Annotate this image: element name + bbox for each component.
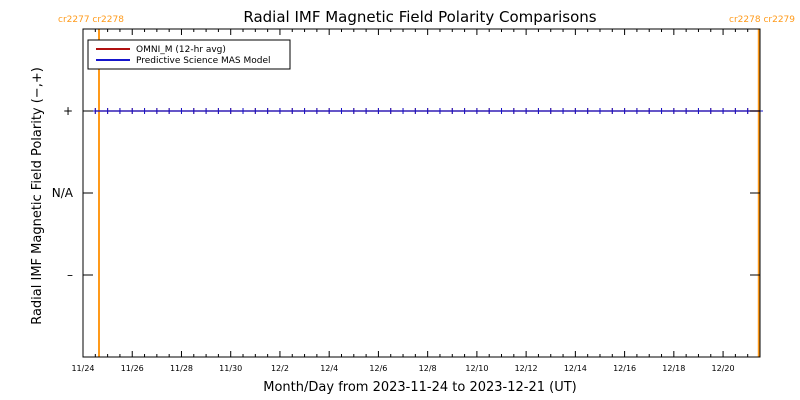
series-2-point [375,108,382,114]
series-2-point [92,108,99,114]
legend: OMNI_M (12-hr avg)Predictive Science MAS… [87,39,291,70]
series-2-point [363,108,370,114]
series-2-point [621,108,628,114]
series-2-point [498,108,505,114]
series-2-point [547,108,554,114]
series-2-point [141,108,148,114]
carrington-label: cr2277 cr2278 [58,15,124,25]
y-axis-label: Radial IMF Magnetic Field Polarity (−,+) [30,67,45,325]
series-2-point [412,108,419,114]
series-2-point [400,108,407,114]
series-2-point [683,108,690,114]
plot-frame [82,28,761,358]
x-tick-label: 11/28 [170,364,193,373]
x-tick-label: 12/8 [419,364,437,373]
x-tick-label: 11/24 [71,364,94,373]
series-2-point [436,108,443,114]
series-2-point [264,108,271,114]
series-2-point [116,108,123,114]
series-2-point [227,108,234,114]
x-tick-label: 12/14 [564,364,587,373]
series-2-point [473,108,480,114]
series-2-point [326,108,333,114]
x-tick-label: 12/16 [613,364,636,373]
series-2-point [720,108,727,114]
legend-entry-1: OMNI_M (12-hr avg) [136,45,226,55]
y-tick-label: – [67,268,73,282]
series-2-point [387,108,394,114]
series-2-point [670,108,677,114]
series-2-point [707,108,714,114]
axis-ticks [82,29,761,357]
series-2-point [572,108,579,114]
tick-labels: 11/24 11/26 11/28 11/30 12/2 12/4 12/6 12/8 12/1… [52,104,735,373]
x-tick-label: 12/10 [465,364,488,373]
series-2-point [584,108,591,114]
series-2-point [166,108,173,114]
series-2-point [633,108,640,114]
series-2-point [424,108,431,114]
series-2-point [203,108,210,114]
series-2-point [190,108,197,114]
x-tick-label: 12/18 [662,364,685,373]
x-tick-label: 12/20 [712,364,735,373]
series-2-point [523,108,530,114]
legend-box [87,39,291,70]
series-2-point [338,108,345,114]
x-axis-label: Month/Day from 2023-11-24 to 2023-12-21 … [263,380,576,395]
x-tick-label: 12/2 [271,364,289,373]
series-2-point [609,108,616,114]
series-2-point [535,108,542,114]
x-tick-label: 11/26 [121,364,144,373]
series-2-point [153,108,160,114]
series-2-point [658,108,665,114]
series-2-point [129,108,136,114]
series-2-point [646,108,653,114]
x-tick-label: 12/4 [320,364,338,373]
series-2-point [744,108,751,114]
series-2-point [276,108,283,114]
series-2-point [486,108,493,114]
series-2-point [596,108,603,114]
series-2-point [301,108,308,114]
series-2-point [313,108,320,114]
series-2-point [560,108,567,114]
series-2-point [240,108,247,114]
y-tick-label: N/A [52,186,74,200]
series-2-point [215,108,222,114]
series-2-point [732,108,739,114]
carrington-label: cr2278 cr2279 [729,15,795,25]
series-layer [92,108,763,114]
series-2-point [289,108,296,114]
series-2-point [695,108,702,114]
y-tick-label: + [63,104,73,118]
series-2-point [350,108,357,114]
legend-entry-2: Predictive Science MAS Model [136,56,271,66]
series-2-point [449,108,456,114]
series-2-point [104,108,111,114]
series-2-point [461,108,468,114]
x-tick-label: 11/30 [219,364,242,373]
series-2-point [178,108,185,114]
x-tick-label: 12/12 [515,364,538,373]
chart-title: Radial IMF Magnetic Field Polarity Compa… [243,8,596,26]
x-tick-label: 12/6 [369,364,387,373]
series-2-point [252,108,259,114]
series-2-point [510,108,517,114]
